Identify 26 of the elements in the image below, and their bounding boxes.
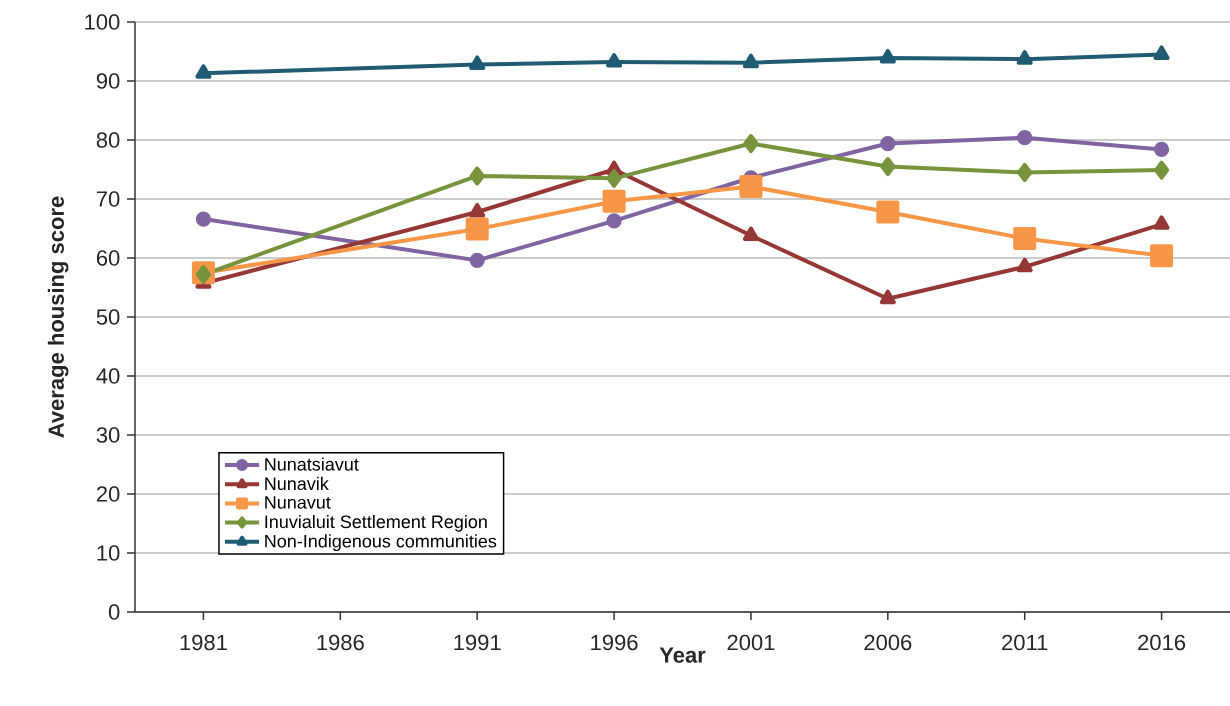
y-tick-label: 80 xyxy=(96,132,120,148)
x-tick-label: 2006 xyxy=(864,634,912,651)
y-tick-label: 50 xyxy=(96,309,120,325)
legend-label: Nunavut xyxy=(265,496,331,509)
legend-label: Nunavik xyxy=(265,476,329,491)
x-tick-label: 2016 xyxy=(1138,634,1186,651)
y-tick-label: 90 xyxy=(96,73,120,89)
x-tick-label: 1991 xyxy=(454,634,501,651)
legend-label: Non-Indigenous communities xyxy=(265,534,497,552)
y-tick-label: 0 xyxy=(108,604,120,620)
y-tick-label: 20 xyxy=(96,486,120,502)
legend-label: Nunatsiavut xyxy=(265,457,359,471)
x-tick-label: 1996 xyxy=(591,634,638,651)
legend-label: Inuvialuit Settlement Region xyxy=(265,514,487,532)
y-axis-title: Average housing score xyxy=(47,196,69,438)
x-axis-title: Year xyxy=(659,647,706,663)
y-tick-label: 60 xyxy=(96,250,120,266)
x-tick-label: 1981 xyxy=(180,634,227,651)
x-tick-label: 2001 xyxy=(727,634,775,651)
y-tick-label: 100 xyxy=(85,14,120,30)
x-tick-label: 1986 xyxy=(317,634,364,651)
y-tick-label: 70 xyxy=(96,191,120,207)
y-tick-label: 10 xyxy=(97,545,120,561)
x-tick-label: 2011 xyxy=(1002,634,1048,651)
y-tick-label: 30 xyxy=(96,427,120,443)
y-tick-label: 40 xyxy=(96,368,120,384)
